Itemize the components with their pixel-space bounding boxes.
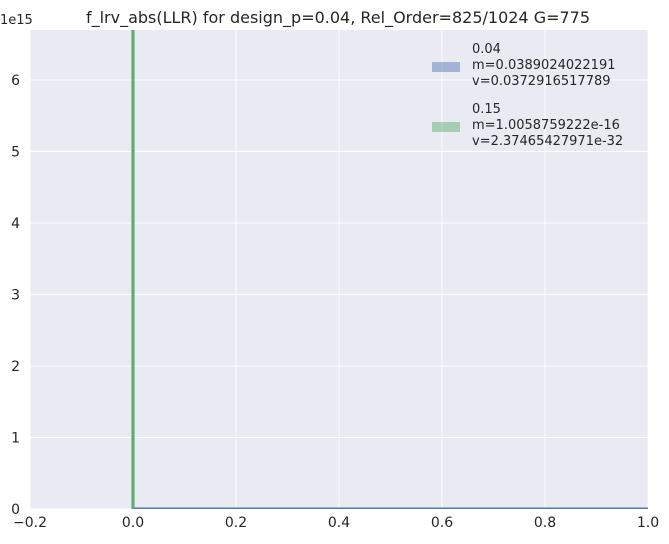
legend-label: v=2.37465427971e-32 — [472, 134, 623, 149]
y-tick-label: 0 — [11, 502, 20, 518]
legend-label: m=0.0389024022191 — [472, 58, 615, 73]
y-tick-label: 5 — [11, 145, 20, 161]
y-scale-exponent-label: 1e15 — [0, 13, 33, 28]
legend: 0.04 m=0.0389024022191 v=0.0372916517789… — [432, 42, 623, 149]
legend-swatch-0 — [432, 62, 460, 72]
y-tick-label: 6 — [11, 73, 20, 89]
data-marks — [131, 30, 648, 509]
y-tick-label: 4 — [11, 216, 20, 232]
legend-swatch-1 — [432, 122, 460, 132]
legend-label: 0.15 — [472, 102, 501, 117]
x-axis-ticks: −0.2 0.0 0.2 0.4 0.6 0.8 1.0 — [13, 515, 659, 531]
x-tick-label: 0.2 — [225, 515, 247, 531]
y-tick-label: 1 — [11, 431, 20, 447]
x-tick-label: 0.0 — [122, 515, 144, 531]
x-tick-label: 0.6 — [431, 515, 453, 531]
y-axis-ticks: 0 1 2 3 4 5 6 — [11, 73, 20, 518]
legend-label: 0.04 — [472, 42, 501, 57]
chart-title: f_lrv_abs(LLR) for design_p=0.04, Rel_Or… — [86, 8, 590, 28]
y-tick-label: 2 — [11, 359, 20, 375]
x-tick-label: 0.4 — [328, 515, 350, 531]
legend-label: v=0.0372916517789 — [472, 74, 611, 89]
x-tick-label: 0.8 — [534, 515, 556, 531]
legend-label: m=1.0058759222e-16 — [472, 118, 620, 133]
histogram-bar-series-1 — [131, 30, 135, 509]
x-tick-label: −0.2 — [13, 515, 47, 531]
x-tick-label: 1.0 — [637, 515, 659, 531]
y-tick-label: 3 — [11, 288, 20, 304]
histogram-bar-series-0 — [133, 507, 648, 509]
